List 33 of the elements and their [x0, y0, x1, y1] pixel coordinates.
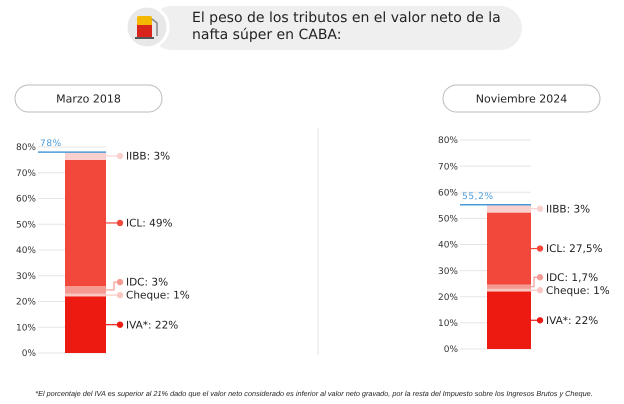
- y-tick-label: 20%: [16, 298, 36, 308]
- legend-label: ICL: 27,5%: [546, 243, 603, 256]
- y-tick-label: 10%: [438, 319, 458, 330]
- legend-label: Cheque: 1%: [126, 290, 190, 302]
- y-tick-label: 60%: [438, 188, 458, 198]
- legend-label: ICL: 49%: [126, 218, 173, 230]
- y-tick-label: 80%: [438, 136, 458, 146]
- y-tick-label: 40%: [438, 240, 458, 251]
- chart-title: Noviembre 2024: [476, 92, 568, 106]
- chart-title: Marzo 2018: [56, 92, 121, 106]
- y-tick-label: 70%: [438, 162, 458, 172]
- y-tick-label: 40%: [16, 246, 36, 256]
- legend-label: IIBB: 3%: [546, 203, 590, 216]
- text: El peso de los tributos en el valor neto de la nafta súper en CABA:: [192, 10, 502, 44]
- legend-label: IDC: 3%: [126, 276, 168, 289]
- y-tick-label: 0%: [22, 349, 36, 360]
- y-tick-label: 60%: [16, 194, 36, 205]
- y-tick-label: 50%: [16, 220, 36, 230]
- y-tick-label: 0%: [444, 345, 458, 356]
- y-tick-label: 10%: [16, 323, 36, 334]
- ref-line-label: 78%: [40, 139, 62, 150]
- y-tick-label: 30%: [438, 266, 458, 277]
- legend-label: IIBB: 3%: [126, 150, 170, 163]
- legend-label: Cheque: 1%: [546, 284, 610, 297]
- legend-label: IVA*: 22%: [126, 319, 178, 332]
- y-tick-label: 80%: [16, 143, 36, 154]
- y-tick-label: 20%: [438, 292, 458, 303]
- legend-label: IVA*: 22%: [546, 314, 598, 327]
- y-tick-label: 50%: [438, 214, 458, 225]
- y-tick-label: 70%: [16, 168, 36, 179]
- y-tick-label: 30%: [16, 272, 36, 282]
- legend-label: IDC: 1,7%: [546, 272, 598, 284]
- ref-line-label: 55,2%: [462, 192, 494, 202]
